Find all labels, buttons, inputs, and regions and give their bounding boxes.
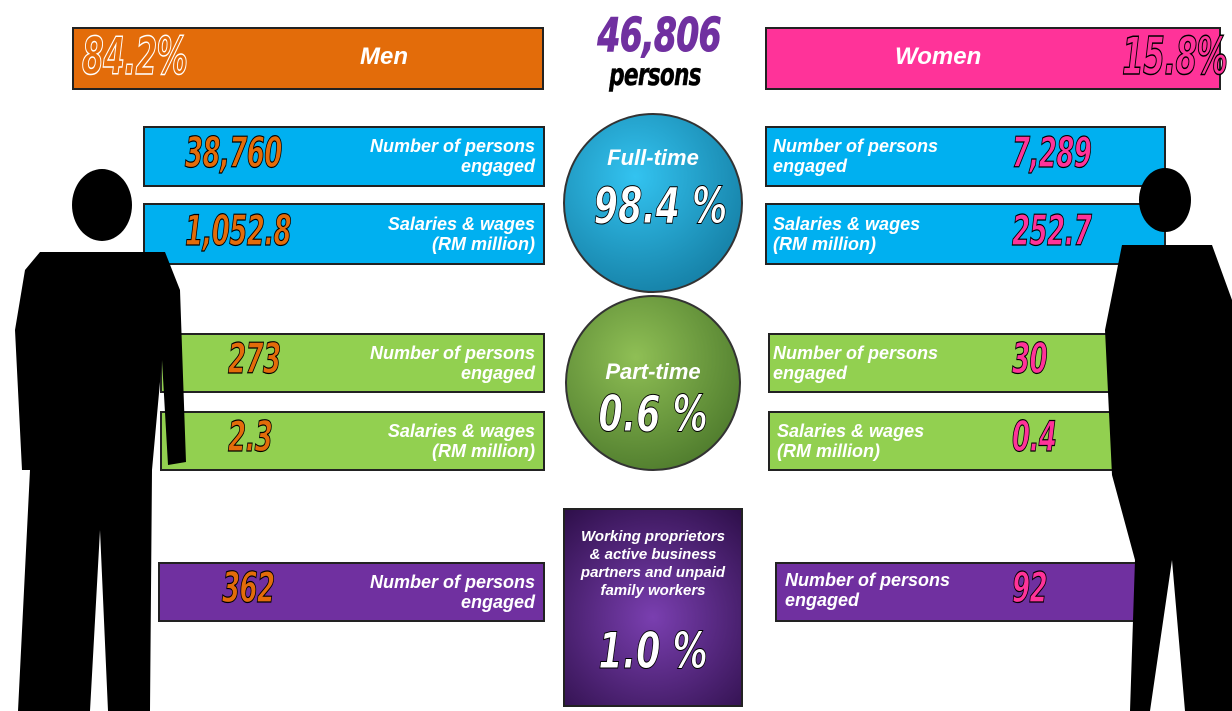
label-line: Salaries & wages <box>777 421 924 441</box>
label-line: partners and unpaid <box>565 564 741 582</box>
women-fulltime-salaries-label: Salaries & wages(RM million) <box>773 214 920 254</box>
total-persons: 46,806 <box>597 8 712 62</box>
women-parttime-persons: 30 <box>1012 334 1047 383</box>
fulltime-share: 98.4 % <box>594 177 728 235</box>
men-fulltime-persons: 38,760 <box>185 128 282 177</box>
label-line: engaged <box>773 363 938 383</box>
label-line: Salaries & wages <box>330 421 535 441</box>
men-parttime-salaries: 2.3 <box>228 412 272 461</box>
women-parttime-salaries: 0.4 <box>1012 412 1056 461</box>
label-line: Number of persons <box>773 343 938 363</box>
total-unit: persons <box>597 58 712 93</box>
parttime-circle: Part-time 0.6 % <box>565 295 741 471</box>
women-parttime-salaries-label: Salaries & wages(RM million) <box>777 421 924 461</box>
label-line: engaged <box>330 592 535 612</box>
label-line: & active business <box>565 546 741 564</box>
label-line: (RM million) <box>330 234 535 254</box>
women-proprietors-persons: 92 <box>1012 563 1047 612</box>
label-line: Number of persons <box>330 136 535 156</box>
label-line: Number of persons <box>330 343 535 363</box>
proprietors-share: 1.0 % <box>598 622 707 680</box>
label-line: engaged <box>773 156 938 176</box>
label-line: Salaries & wages <box>773 214 920 234</box>
fulltime-label: Full-time <box>565 145 741 171</box>
label-line: engaged <box>330 363 535 383</box>
label-line: Salaries & wages <box>330 214 535 234</box>
men-label: Men <box>360 47 408 67</box>
label-line: (RM million) <box>773 234 920 254</box>
label-line: Number of persons <box>330 572 535 592</box>
men-fulltime-salaries: 1,052.8 <box>185 206 291 255</box>
men-share: 84.2% <box>82 27 187 87</box>
label-line: Working proprietors <box>565 528 741 546</box>
men-parttime-persons: 273 <box>228 334 280 383</box>
fulltime-circle: Full-time 98.4 % <box>563 113 743 293</box>
men-parttime-salaries-label: Salaries & wages(RM million) <box>330 421 535 461</box>
women-fulltime-persons: 7,289 <box>1012 128 1091 177</box>
men-fulltime-salaries-label: Salaries & wages(RM million) <box>330 214 535 254</box>
women-fulltime-salaries: 252.7 <box>1012 206 1091 255</box>
label-line: (RM million) <box>330 441 535 461</box>
label-line: Number of persons <box>773 136 938 156</box>
label-line: engaged <box>785 590 950 610</box>
men-proprietors-persons: 362 <box>222 563 274 612</box>
label-line: (RM million) <box>777 441 924 461</box>
infographic: 84.2% Men Women 15.8% 46,806 persons 38,… <box>0 0 1232 711</box>
label-line: engaged <box>330 156 535 176</box>
parttime-label: Part-time <box>567 359 739 385</box>
women-share: 15.8% <box>1122 27 1227 87</box>
label-line: Number of persons <box>785 570 950 590</box>
parttime-share: 0.6 % <box>598 385 707 443</box>
women-label: Women <box>895 47 981 67</box>
label-line: family workers <box>565 582 741 600</box>
